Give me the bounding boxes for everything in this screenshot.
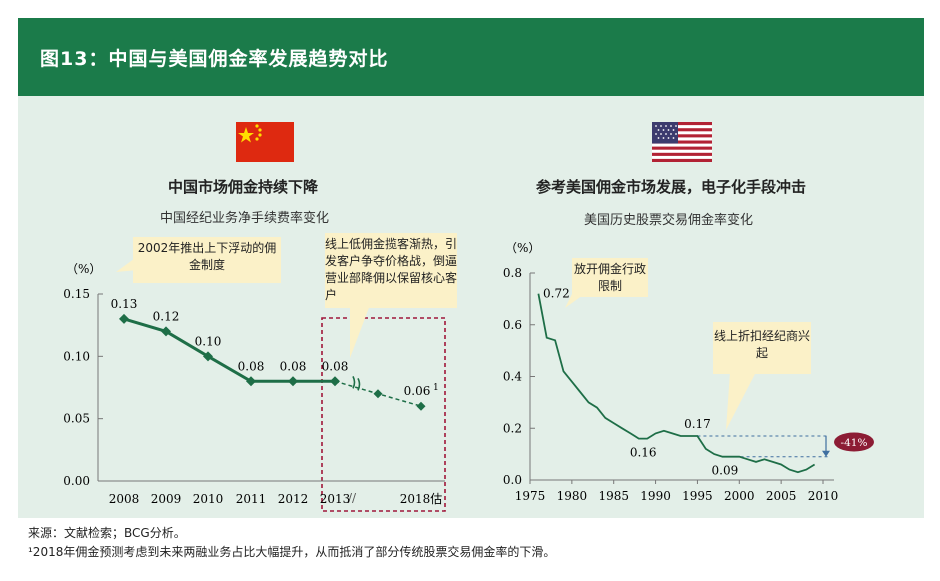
right-y-tick-label: 0.8: [503, 266, 522, 280]
left-data-point: [203, 351, 213, 362]
left-y-tick-label: 0.10: [63, 349, 90, 363]
left-y-tick-label: 0.00: [63, 474, 90, 488]
left-chart-subtitle: 中国经纪业务净手续费率变化: [160, 211, 330, 226]
figure-panel: [18, 96, 924, 518]
left-data-label: 0.10: [195, 334, 222, 348]
left-data-point: [119, 313, 129, 324]
right-y-tick-label: 0.2: [503, 421, 522, 435]
right-y-unit: （%）: [505, 241, 540, 255]
left-data-point: [246, 376, 256, 387]
left-x-tick-label: 2012: [278, 492, 309, 506]
right-x-tick-label: 1980: [557, 489, 588, 503]
source-note: 来源：文献检索；BCG分析。: [28, 526, 186, 540]
right-x-tick-label: 2010: [808, 489, 839, 503]
left-data-point: [330, 376, 340, 387]
left-axis-break-mark: //: [348, 491, 357, 505]
decline-badge-text: -41%: [841, 437, 868, 449]
left-data-label: 0.13: [111, 297, 138, 311]
left-y-tick-label: 0.05: [63, 412, 90, 426]
right-series-line: [537, 293, 816, 474]
forecast-break-icon: [352, 376, 361, 391]
callout-admin: 放开佣金行政限制: [572, 258, 648, 297]
left-data-label: 0.08: [280, 359, 307, 373]
right-data-label: 0.16: [630, 446, 657, 460]
left-x-tick-label: 2011: [236, 492, 267, 506]
right-x-tick-label: 1985: [598, 489, 629, 503]
left-forecast-point: [416, 401, 426, 411]
right-y-tick-label: 0.6: [503, 318, 522, 332]
decline-arrowhead-icon: [822, 450, 830, 457]
left-x-tick-label: 2018估: [400, 492, 443, 506]
right-chart-subtitle: 美国历史股票交易佣金率变化: [584, 213, 754, 228]
callout-online-us-tail: [726, 372, 756, 430]
right-x-tick-label: 1975: [515, 489, 546, 503]
left-forecast-note-mark: 1: [433, 383, 439, 393]
right-x-tick-label: 2000: [724, 489, 755, 503]
forecast-highlight-box: [321, 317, 446, 512]
left-data-label: 0.08: [238, 359, 265, 373]
figure-title: 图13：中国与美国佣金率发展趋势对比: [40, 48, 389, 70]
right-data-label: 0.17: [684, 417, 711, 431]
right-data-label: 0.09: [712, 464, 739, 478]
left-x-tick-label: 2010: [193, 492, 224, 506]
right-x-tick-label: 1995: [682, 489, 713, 503]
left-x-tick-label: 2009: [151, 492, 182, 506]
right-data-label: 0.72: [543, 287, 570, 301]
left-y-tick-label: 0.15: [63, 287, 90, 301]
left-data-point: [161, 326, 171, 337]
right-x-tick-label: 1990: [640, 489, 671, 503]
left-y-unit: （%）: [66, 262, 101, 276]
callout-online-us: 线上折扣经纪商兴起: [713, 322, 811, 374]
left-x-tick-label: 2013: [320, 492, 351, 506]
left-forecast-label: 0.06: [404, 384, 431, 398]
usa-flag-icon: [652, 122, 712, 162]
callout-online-cn-tail: [350, 305, 370, 358]
left-chart-title: 中国市场佣金持续下降: [168, 178, 319, 196]
callout-2002: 2002年推出上下浮动的佣金制度: [133, 237, 281, 283]
left-data-point: [288, 376, 298, 387]
right-y-tick-label: 0.4: [503, 370, 522, 384]
right-y-tick-label: 0.0: [503, 473, 522, 487]
decline-badge: [834, 432, 874, 452]
left-data-label: 0.12: [153, 309, 180, 323]
left-x-tick-label: 2008: [109, 492, 140, 506]
callout-online-cn: 线上低佣金揽客渐热，引发客户争夺价格战，倒逼营业部降佣以保留核心客户: [325, 233, 457, 308]
footnote: ¹2018年佣金预测考虑到未来两融业务占比大幅提升，从而抵消了部分传统股票交易佣…: [28, 545, 556, 559]
figure-header: 图13：中国与美国佣金率发展趋势对比: [18, 18, 924, 96]
left-forecast-point: [373, 389, 383, 399]
left-series-line: [123, 317, 335, 383]
right-chart-title: 参考美国佣金市场发展，电子化手段冲击: [536, 178, 807, 196]
china-flag-icon: [236, 122, 294, 162]
callout-2002-tail: [116, 256, 138, 272]
left-data-label: 0.08: [322, 359, 349, 373]
right-x-tick-label: 2005: [766, 489, 797, 503]
